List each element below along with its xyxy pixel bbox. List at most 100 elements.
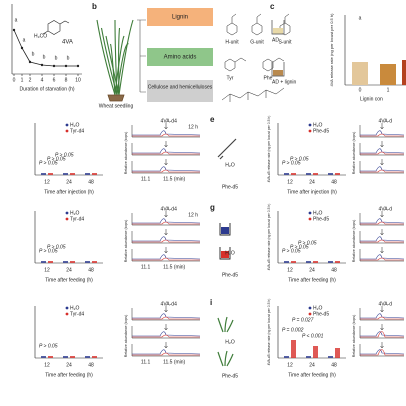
panel-label: c — [270, 2, 275, 11]
peak-arrow — [164, 324, 168, 331]
panel-label: i — [210, 298, 212, 307]
x-axis-label: Time after feeding (h) — [288, 277, 336, 283]
peak-arrow — [380, 247, 384, 254]
significance-letter: b — [43, 54, 46, 60]
p-value: P = 0.002 — [282, 327, 304, 333]
chromatogram-trace — [360, 169, 404, 173]
icon-label: Phe-d5 — [222, 373, 238, 379]
plant-icon — [217, 316, 234, 333]
y-axis-label: 4VA-d5 release rate (ng per locust per 0… — [267, 116, 271, 183]
p-value: P > 0.05 — [55, 152, 74, 158]
chrom-title: 4VA-d4 — [161, 301, 178, 307]
peak-arrow — [380, 324, 384, 331]
bar — [313, 346, 318, 358]
icon-label: Phe-d5 — [222, 272, 238, 278]
y-axis-label: Relative abundance (kcps) — [352, 220, 356, 263]
x-tick-label: 12 — [44, 179, 50, 185]
chromatogram-trace — [360, 331, 404, 338]
bar — [402, 60, 406, 85]
bar — [284, 356, 289, 358]
bar — [48, 356, 53, 358]
substituent-label: H₃CO — [34, 33, 47, 39]
bar — [291, 340, 296, 358]
legend-label: Tyr-d4 — [70, 216, 84, 222]
peak-arrow — [164, 229, 168, 236]
panel-label: b — [92, 2, 97, 11]
p-value: P > 0.05 — [298, 240, 317, 246]
data-point — [12, 28, 16, 32]
plant-icon — [217, 350, 234, 367]
legend-label: Tyr-d4 — [70, 128, 84, 134]
container — [219, 223, 231, 236]
significance-letter: a — [23, 37, 26, 43]
bar — [306, 173, 311, 175]
legend-label: Phe-d5 — [313, 216, 329, 222]
x-tick-label: 24 — [66, 179, 72, 185]
container-fill — [221, 227, 229, 234]
data-point — [28, 60, 32, 64]
category-box — [147, 8, 213, 26]
legend-label: Phe-d5 — [313, 311, 329, 317]
bar — [352, 62, 368, 85]
x-tick-label: 24 — [66, 267, 72, 273]
bar — [41, 173, 46, 175]
x-tick-label: 0 — [359, 87, 362, 93]
significance-letter: a — [15, 17, 18, 23]
bar — [284, 173, 289, 175]
bar — [48, 173, 53, 175]
chromatogram-trace — [360, 349, 404, 356]
time-label: 12 h — [188, 212, 198, 218]
peak-arrow — [380, 229, 384, 236]
unit-label: H-unit — [225, 39, 239, 45]
bar — [63, 356, 68, 358]
legend-swatch — [65, 312, 69, 316]
plant-leaf — [118, 27, 121, 96]
p-value: P > 0.05 — [39, 248, 58, 254]
chromatogram-trace — [132, 257, 200, 261]
chromatogram-trace — [132, 352, 200, 356]
bar — [63, 173, 68, 175]
p-value: P > 0.05 — [282, 160, 301, 166]
chromatogram-trace — [360, 239, 404, 243]
chrom-title: 4VA-d4 — [161, 118, 178, 124]
x-axis-label: Time after injection (h) — [44, 189, 94, 195]
x-tick-label: 1 — [387, 87, 390, 93]
container-fill — [273, 28, 283, 34]
x-tick-label: 48 — [88, 179, 94, 185]
legend-label: H₂O — [70, 210, 80, 216]
molecule — [262, 57, 285, 72]
chromatogram-trace — [132, 221, 200, 225]
group-label: AD — [272, 37, 279, 43]
molecule-label: 4VA — [62, 40, 73, 46]
legend-swatch — [308, 312, 312, 316]
chromatogram-trace — [132, 239, 200, 243]
x-axis-label: Time after injection (h) — [287, 189, 337, 195]
bracket — [137, 19, 146, 93]
unit-label: Tyr — [227, 75, 234, 81]
x-tick-label: 12 — [287, 362, 293, 368]
x-tick-label: 24 — [66, 362, 72, 368]
x-tick-label: 48 — [88, 267, 94, 273]
plant-leaf — [114, 19, 118, 96]
container-fill — [273, 70, 283, 76]
chrom-title: 4VA-d — [378, 206, 392, 212]
panel-label: e — [210, 115, 215, 124]
p-value: P > 0.05 — [47, 156, 66, 162]
plant-leaf — [109, 43, 116, 96]
x-tick-label: 48 — [331, 179, 337, 185]
chromatogram-trace — [360, 221, 404, 225]
x-tick-label: 4 — [41, 77, 44, 83]
peak-arrow — [380, 211, 384, 218]
x-tick-label: 48 — [88, 362, 94, 368]
peak-arrow — [164, 141, 168, 148]
data-point — [64, 64, 68, 68]
y-axis-label: 4VA-d5 release rate (ng per locust per 0… — [267, 299, 271, 366]
chromatogram-trace — [132, 151, 200, 155]
chromatogram-trace — [360, 151, 404, 155]
chrom-title: 4VA-d — [378, 118, 392, 124]
chromatogram-trace — [360, 257, 404, 261]
category-label: Cellulose and hemicelluloses — [148, 84, 213, 90]
peak-arrow — [380, 141, 384, 148]
bar — [70, 356, 75, 358]
category-label: Lignin — [172, 15, 188, 21]
